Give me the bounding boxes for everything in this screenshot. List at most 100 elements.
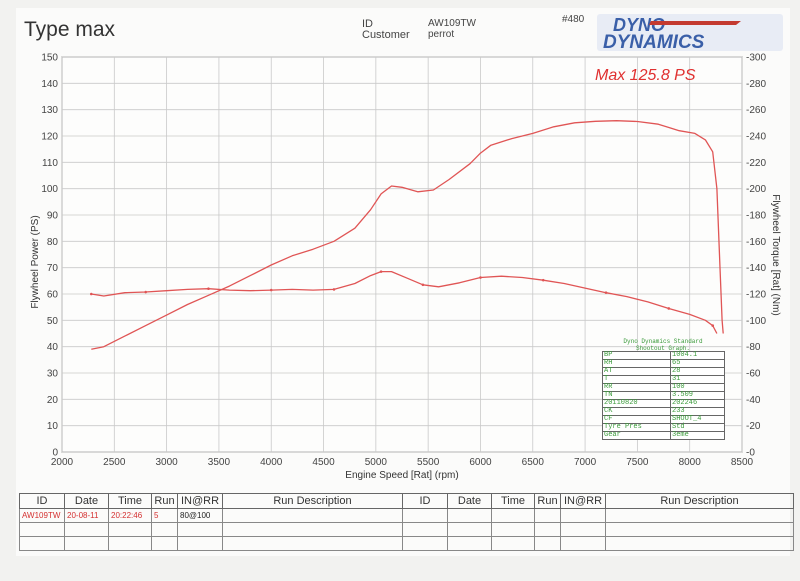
svg-text:DYNAMICS: DYNAMICS — [603, 32, 705, 53]
x-tick-label: 6500 — [522, 457, 545, 468]
torque-point — [144, 290, 147, 294]
y-left-tick-label: 90 — [47, 211, 59, 222]
x-tick-label: 2000 — [51, 457, 74, 468]
info-box-table: BP 1004.1 RH 65 AT 28 T 31 RR 100 TN 3.509 20110820 2… — [602, 351, 725, 440]
table-cell — [491, 536, 535, 551]
run-table: ID Date Time Run IN@RR Run Description ID Date T… — [19, 493, 794, 551]
y-right-tick-label: -200 — [746, 184, 766, 195]
chart-ticks: 2000 2500 3000 3500 4000 4500 5000 5500 6000 6500… — [41, 53, 766, 469]
table-cell: 20:22:46 — [108, 508, 152, 523]
table-cell — [560, 536, 606, 551]
x-tick-label: 5000 — [365, 457, 388, 468]
table-cell — [560, 522, 606, 537]
info-cell: 3eme — [670, 431, 725, 440]
info-cell: RH — [602, 359, 671, 368]
table-cell: 80@100 — [177, 508, 223, 523]
y-left-tick-label: 0 — [52, 448, 58, 459]
table-cell — [447, 508, 492, 523]
y-left-tick-label: 140 — [41, 79, 58, 90]
x-tick-label: 5500 — [417, 457, 440, 468]
run-table-header-cell: ID — [19, 493, 65, 509]
x-tick-label: 7500 — [626, 457, 649, 468]
y-left-tick-label: 50 — [47, 316, 59, 327]
power-curve — [91, 120, 724, 350]
table-row — [19, 536, 794, 551]
table-cell — [108, 536, 152, 551]
info-row: RR 100 — [602, 383, 725, 392]
y-right-tick-label: -140 — [746, 263, 766, 274]
customer-value: perrot — [428, 29, 455, 40]
info-cell: AT — [602, 367, 671, 376]
run-table-header-cell: Run — [534, 493, 561, 509]
x-axis-title: Engine Speed [Rat] (rpm) — [345, 470, 458, 481]
y-left-tick-label: 120 — [41, 132, 58, 143]
y-left-tick-label: 80 — [47, 237, 59, 248]
table-cell — [605, 522, 794, 537]
table-row: AW109TW 20-08-11 20:22:46 5 80@100 — [19, 508, 794, 523]
torque-point — [479, 276, 482, 279]
y-right-tick-label: -20 — [746, 421, 761, 432]
run-table-header-cell: ID — [402, 493, 448, 509]
x-tick-label: 3000 — [155, 457, 178, 468]
y-axis-left-title: Flywheel Power (PS) — [30, 215, 41, 308]
x-tick-label: 2500 — [103, 457, 126, 468]
table-cell — [560, 508, 606, 523]
table-cell — [19, 536, 65, 551]
info-row: T 31 — [602, 375, 725, 384]
y-left-tick-label: 100 — [41, 184, 58, 195]
y-right-tick-label: -220 — [746, 158, 766, 169]
torque-point — [711, 324, 715, 327]
table-row — [19, 522, 794, 537]
run-table-header: ID Date Time Run IN@RR Run Description ID Date T… — [19, 493, 794, 509]
table-cell — [402, 536, 448, 551]
run-table-header-cell: Run Description — [605, 493, 794, 509]
y-right-tick-label: -180 — [746, 211, 766, 222]
y-left-tick-label: 150 — [41, 53, 58, 64]
x-tick-label: 4500 — [312, 457, 335, 468]
table-cell: AW109TW — [19, 508, 65, 523]
torque-point — [667, 307, 671, 310]
y-left-tick-label: 60 — [47, 290, 59, 301]
id-value: AW109TW — [428, 18, 476, 29]
table-cell — [402, 508, 448, 523]
table-cell — [402, 522, 448, 537]
y-right-tick-label: -80 — [746, 342, 761, 353]
table-cell — [177, 522, 223, 537]
run-table-header-cell: IN@RR — [177, 493, 223, 509]
y-left-tick-label: 20 — [47, 395, 59, 406]
info-cell: RR — [602, 383, 671, 392]
table-cell — [222, 508, 403, 523]
torque-curve — [91, 270, 718, 334]
y-left-tick-label: 110 — [42, 158, 58, 169]
table-cell — [491, 522, 535, 537]
table-cell — [151, 536, 178, 551]
x-tick-label: 4000 — [260, 457, 283, 468]
table-cell — [534, 508, 561, 523]
run-table-header-cell: Date — [64, 493, 109, 509]
run-number: #480 — [562, 14, 585, 25]
info-row: AT 28 — [602, 367, 725, 376]
dyno-dynamics-logo: DYNO DYNAMICS — [597, 14, 783, 53]
table-cell — [605, 508, 794, 523]
table-cell — [177, 536, 223, 551]
customer-label: Customer — [362, 29, 410, 41]
table-cell — [19, 522, 65, 537]
table-cell — [447, 536, 492, 551]
y-right-tick-label: -300 — [746, 53, 766, 64]
torque-point — [379, 270, 383, 273]
y-right-tick-label: -160 — [746, 237, 766, 248]
torque-point — [269, 288, 273, 292]
sheet-header: Type max ID AW109TW Customer perrot #480… — [16, 8, 790, 53]
max-power-annotation: Max 125.8 PS — [595, 67, 696, 84]
run-table-header-cell: Time — [108, 493, 152, 509]
run-table-header-cell: Run Description — [222, 493, 403, 509]
torque-point — [332, 288, 336, 291]
table-cell — [222, 536, 403, 551]
x-tick-label: 8500 — [731, 457, 754, 468]
torque-point — [207, 287, 210, 291]
x-tick-label: 8000 — [679, 457, 702, 468]
x-tick-label: 6000 — [469, 457, 492, 468]
y-axis-right-title: Flywheel Torque [Rat] (Nm) — [770, 194, 781, 316]
run-table-header-cell: Run — [151, 493, 178, 509]
y-left-tick-label: 130 — [41, 105, 58, 116]
